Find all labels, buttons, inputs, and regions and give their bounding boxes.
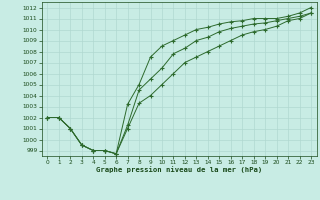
X-axis label: Graphe pression niveau de la mer (hPa): Graphe pression niveau de la mer (hPa): [96, 167, 262, 173]
